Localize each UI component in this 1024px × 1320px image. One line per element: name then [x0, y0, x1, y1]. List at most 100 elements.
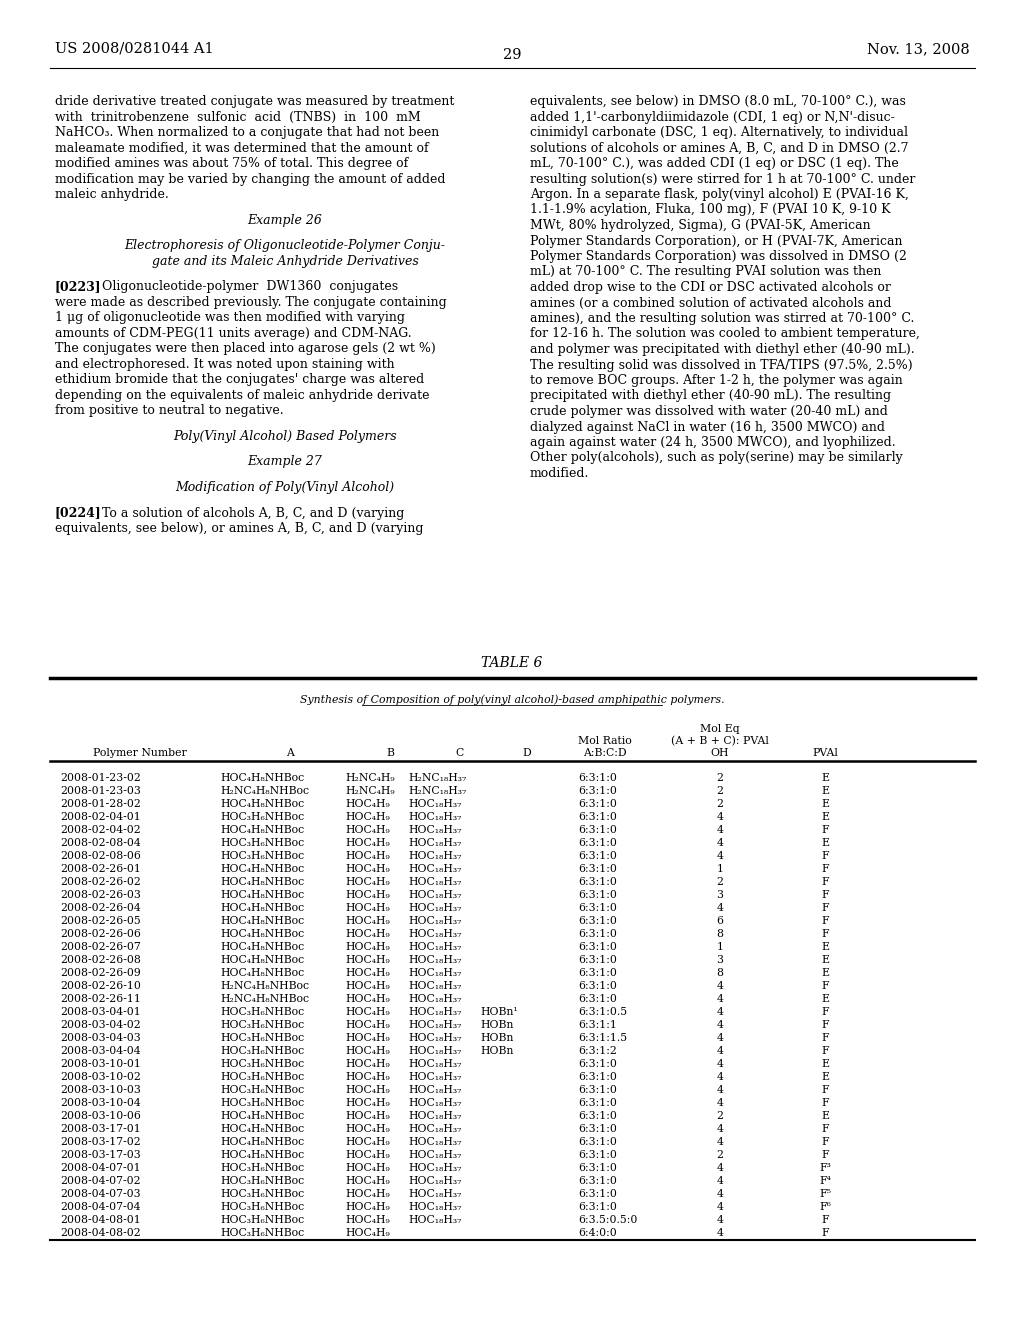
Text: OH: OH	[711, 748, 729, 758]
Text: 4: 4	[717, 1137, 723, 1147]
Text: E: E	[821, 799, 829, 809]
Text: 2008-02-26-08: 2008-02-26-08	[60, 954, 141, 965]
Text: 4: 4	[717, 1125, 723, 1134]
Text: HOC₁₈H₃₇: HOC₁₈H₃₇	[408, 942, 462, 952]
Text: from positive to neutral to negative.: from positive to neutral to negative.	[55, 404, 284, 417]
Text: 8: 8	[717, 968, 724, 978]
Text: HOC₄H₉: HOC₄H₉	[345, 838, 390, 847]
Text: HOC₁₈H₃₇: HOC₁₈H₃₇	[408, 968, 462, 978]
Text: A: A	[286, 748, 294, 758]
Text: 4: 4	[717, 1059, 723, 1069]
Text: 6:3:1:0: 6:3:1:0	[578, 1150, 616, 1160]
Text: 6:3:1:0: 6:3:1:0	[578, 1203, 616, 1212]
Text: HOC₄H₉: HOC₄H₉	[345, 1176, 390, 1185]
Text: F: F	[821, 1125, 828, 1134]
Text: 2008-03-10-02: 2008-03-10-02	[60, 1072, 141, 1082]
Text: H₂NC₄H₉: H₂NC₄H₉	[345, 785, 394, 796]
Text: HOC₁₈H₃₇: HOC₁₈H₃₇	[408, 1214, 462, 1225]
Text: 2008-03-04-01: 2008-03-04-01	[60, 1007, 140, 1016]
Text: 6:3:1:0: 6:3:1:0	[578, 1176, 616, 1185]
Text: again against water (24 h, 3500 MWCO), and lyophilized.: again against water (24 h, 3500 MWCO), a…	[530, 436, 896, 449]
Text: HOC₄H₈NHBoc: HOC₄H₈NHBoc	[220, 1137, 304, 1147]
Text: 2008-02-04-02: 2008-02-04-02	[60, 825, 140, 836]
Text: HOC₄H₉: HOC₄H₉	[345, 1045, 390, 1056]
Text: were made as described previously. The conjugate containing: were made as described previously. The c…	[55, 296, 446, 309]
Text: HOC₄H₉: HOC₄H₉	[345, 851, 390, 861]
Text: 6:3:1:0: 6:3:1:0	[578, 942, 616, 952]
Text: HOC₁₈H₃₇: HOC₁₈H₃₇	[408, 1137, 462, 1147]
Text: 2008-03-10-04: 2008-03-10-04	[60, 1098, 140, 1107]
Text: F⁵: F⁵	[819, 1189, 831, 1199]
Text: Electrophoresis of Oligonucleotide-Polymer Conju-: Electrophoresis of Oligonucleotide-Polym…	[125, 239, 445, 252]
Text: 4: 4	[717, 838, 723, 847]
Text: E: E	[821, 1059, 829, 1069]
Text: 6:3:1:0.5: 6:3:1:0.5	[578, 1007, 627, 1016]
Text: F: F	[821, 1228, 828, 1238]
Text: crude polymer was dissolved with water (20-40 mL) and: crude polymer was dissolved with water (…	[530, 405, 888, 418]
Text: F⁶: F⁶	[819, 1203, 830, 1212]
Text: 1: 1	[717, 942, 724, 952]
Text: [0223]: [0223]	[55, 280, 101, 293]
Text: HOC₄H₈NHBoc: HOC₄H₈NHBoc	[220, 954, 304, 965]
Text: mL, 70-100° C.), was added CDI (1 eq) or DSC (1 eq). The: mL, 70-100° C.), was added CDI (1 eq) or…	[530, 157, 899, 170]
Text: HOC₁₈H₃₇: HOC₁₈H₃₇	[408, 1059, 462, 1069]
Text: F: F	[821, 1007, 828, 1016]
Text: 4: 4	[717, 903, 723, 913]
Text: 4: 4	[717, 1020, 723, 1030]
Text: modification may be varied by changing the amount of added: modification may be varied by changing t…	[55, 173, 445, 186]
Text: maleamate modified, it was determined that the amount of: maleamate modified, it was determined th…	[55, 141, 429, 154]
Text: added 1,1'-carbonyldiimidazole (CDI, 1 eq) or N,N'-disuc-: added 1,1'-carbonyldiimidazole (CDI, 1 e…	[530, 111, 895, 124]
Text: HOC₄H₉: HOC₄H₉	[345, 1203, 390, 1212]
Text: dialyzed against NaCl in water (16 h, 3500 MWCO) and: dialyzed against NaCl in water (16 h, 35…	[530, 421, 885, 433]
Text: HOBn: HOBn	[480, 1020, 513, 1030]
Text: 2008-04-07-03: 2008-04-07-03	[60, 1189, 140, 1199]
Text: 6:3:1:0: 6:3:1:0	[578, 1111, 616, 1121]
Text: F: F	[821, 1150, 828, 1160]
Text: 2008-02-26-01: 2008-02-26-01	[60, 865, 141, 874]
Text: HOC₃H₆NHBoc: HOC₃H₆NHBoc	[220, 838, 304, 847]
Text: solutions of alcohols or amines A, B, C, and D in DMSO (2.7: solutions of alcohols or amines A, B, C,…	[530, 141, 908, 154]
Text: HOC₁₈H₃₇: HOC₁₈H₃₇	[408, 890, 462, 900]
Text: HOC₄H₉: HOC₄H₉	[345, 1059, 390, 1069]
Text: 2: 2	[717, 799, 724, 809]
Text: HOC₄H₉: HOC₄H₉	[345, 890, 390, 900]
Text: H₂NC₁₈H₃₇: H₂NC₁₈H₃₇	[408, 785, 466, 796]
Text: 2008-02-26-05: 2008-02-26-05	[60, 916, 140, 927]
Text: HOC₄H₈NHBoc: HOC₄H₈NHBoc	[220, 774, 304, 783]
Text: 6:3:1:0: 6:3:1:0	[578, 903, 616, 913]
Text: E: E	[821, 942, 829, 952]
Text: E: E	[821, 812, 829, 822]
Text: HOC₄H₉: HOC₄H₉	[345, 865, 390, 874]
Text: HOBn: HOBn	[480, 1045, 513, 1056]
Text: 2008-03-17-02: 2008-03-17-02	[60, 1137, 140, 1147]
Text: 2008-04-08-01: 2008-04-08-01	[60, 1214, 140, 1225]
Text: HOC₄H₉: HOC₄H₉	[345, 1020, 390, 1030]
Text: HOC₄H₉: HOC₄H₉	[345, 1163, 390, 1173]
Text: 6:4:0:0: 6:4:0:0	[578, 1228, 616, 1238]
Text: Nov. 13, 2008: Nov. 13, 2008	[867, 42, 970, 55]
Text: Example 26: Example 26	[248, 214, 323, 227]
Text: HOC₄H₉: HOC₄H₉	[345, 876, 390, 887]
Text: HOC₄H₉: HOC₄H₉	[345, 812, 390, 822]
Text: 2008-03-04-04: 2008-03-04-04	[60, 1045, 140, 1056]
Text: amines), and the resulting solution was stirred at 70-100° C.: amines), and the resulting solution was …	[530, 312, 914, 325]
Text: Example 27: Example 27	[248, 455, 323, 469]
Text: HOC₁₈H₃₇: HOC₁₈H₃₇	[408, 1034, 462, 1043]
Text: E: E	[821, 838, 829, 847]
Text: 6:3:1:0: 6:3:1:0	[578, 799, 616, 809]
Text: 4: 4	[717, 994, 723, 1005]
Text: and polymer was precipitated with diethyl ether (40-90 mL).: and polymer was precipitated with diethy…	[530, 343, 914, 356]
Text: TABLE 6: TABLE 6	[481, 656, 543, 671]
Text: 6: 6	[717, 916, 724, 927]
Text: for 12-16 h. The solution was cooled to ambient temperature,: for 12-16 h. The solution was cooled to …	[530, 327, 920, 341]
Text: F: F	[821, 1098, 828, 1107]
Text: Mol Ratio: Mol Ratio	[579, 737, 632, 746]
Text: 6:3:1:1.5: 6:3:1:1.5	[578, 1034, 627, 1043]
Text: HOC₁₈H₃₇: HOC₁₈H₃₇	[408, 1176, 462, 1185]
Text: Polymer Standards Corporation), or H (PVAI-7K, American: Polymer Standards Corporation), or H (PV…	[530, 235, 902, 248]
Text: HOC₃H₆NHBoc: HOC₃H₆NHBoc	[220, 1020, 304, 1030]
Text: H₂NC₄H₉: H₂NC₄H₉	[345, 774, 394, 783]
Text: 2008-04-07-01: 2008-04-07-01	[60, 1163, 140, 1173]
Text: added drop wise to the CDI or DSC activated alcohols or: added drop wise to the CDI or DSC activa…	[530, 281, 891, 294]
Text: HOC₃H₆NHBoc: HOC₃H₆NHBoc	[220, 1085, 304, 1096]
